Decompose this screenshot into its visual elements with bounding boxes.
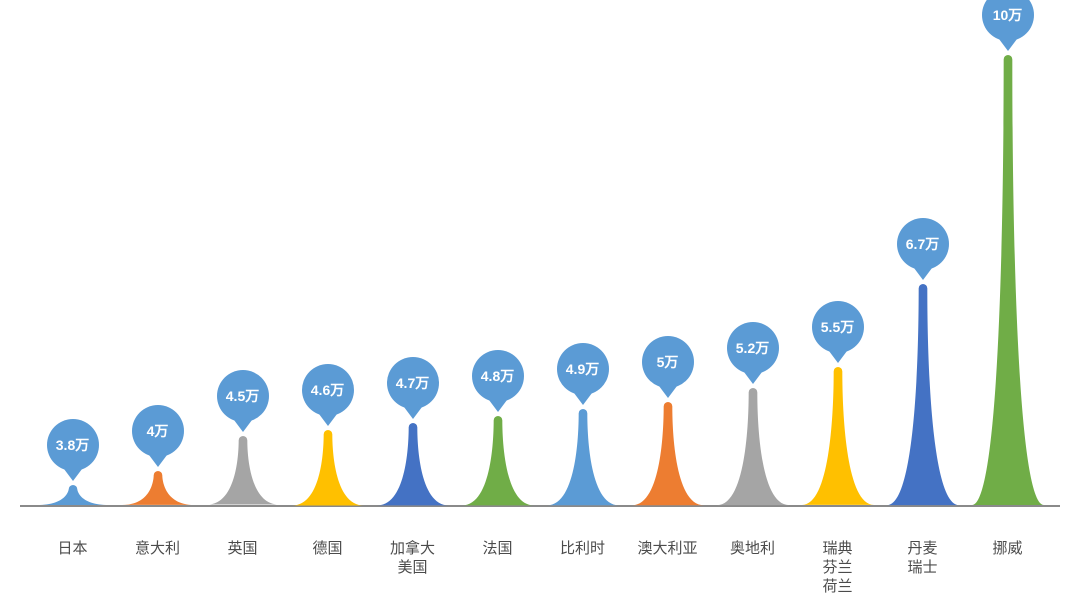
value-label-1: 4万 — [132, 405, 184, 467]
value-label-10: 6.7万 — [897, 218, 949, 280]
value-label-text: 5.2万 — [736, 338, 769, 358]
peak-9 — [802, 367, 874, 505]
x-label-7: 澳大利亚 — [637, 540, 697, 559]
x-label-11: 挪威 — [992, 540, 1022, 559]
value-label-text: 10万 — [993, 5, 1023, 25]
x-label-3: 德国 — [312, 540, 342, 559]
peak-8 — [717, 388, 789, 505]
value-label-6: 4.9万 — [557, 343, 609, 405]
value-label-0: 3.8万 — [47, 419, 99, 481]
peak-4 — [377, 423, 449, 505]
value-label-11: 10万 — [982, 0, 1034, 51]
value-label-text: 4.7万 — [396, 373, 429, 393]
value-label-text: 4.5万 — [226, 386, 259, 406]
x-label-4: 加拿大 美国 — [390, 540, 435, 578]
value-label-text: 6.7万 — [906, 234, 939, 254]
x-label-8: 奥地利 — [730, 540, 775, 559]
peak-10 — [887, 284, 959, 505]
peak-7 — [632, 402, 704, 505]
value-label-8: 5.2万 — [727, 322, 779, 384]
x-label-6: 比利时 — [560, 540, 605, 559]
value-label-2: 4.5万 — [217, 370, 269, 432]
x-label-5: 法国 — [482, 540, 512, 559]
value-label-7: 5万 — [642, 336, 694, 398]
x-label-9: 瑞典 芬兰 荷兰 — [822, 540, 852, 596]
chart-baseline — [20, 505, 1060, 507]
peak-1 — [122, 471, 194, 505]
value-label-4: 4.7万 — [387, 357, 439, 419]
value-label-text: 3.8万 — [56, 435, 89, 455]
x-label-1: 意大利 — [135, 540, 180, 559]
x-label-10: 丹麦 瑞士 — [907, 540, 937, 578]
value-label-5: 4.8万 — [472, 350, 524, 412]
peak-2 — [207, 436, 279, 505]
x-label-0: 日本 — [57, 540, 87, 559]
peak-6 — [547, 409, 619, 505]
value-label-text: 5万 — [657, 352, 679, 372]
value-label-3: 4.6万 — [302, 364, 354, 426]
peak-3 — [292, 430, 364, 505]
value-label-text: 4.9万 — [566, 359, 599, 379]
peak-0 — [37, 485, 109, 505]
peak-11 — [972, 55, 1044, 505]
value-label-text: 4.6万 — [311, 380, 344, 400]
peak-5 — [462, 416, 534, 505]
x-label-2: 英国 — [227, 540, 257, 559]
value-label-text: 5.5万 — [821, 317, 854, 337]
country-value-peak-chart: 3.8万日本 4万意大利 4.5万英国 4.6万德国 4.7万加拿大 美国 4.8万法国 4… — [0, 0, 1080, 615]
value-label-9: 5.5万 — [812, 301, 864, 363]
value-label-text: 4万 — [147, 421, 169, 441]
value-label-text: 4.8万 — [481, 366, 514, 386]
